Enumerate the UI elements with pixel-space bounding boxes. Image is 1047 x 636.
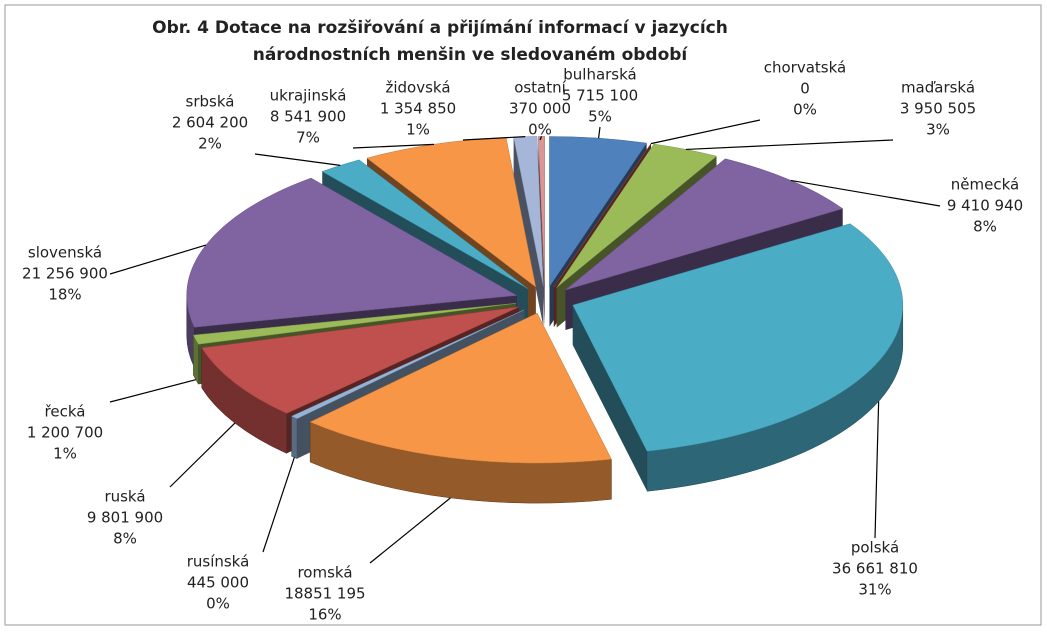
- slice: [553, 143, 652, 288]
- leader-line: [109, 244, 207, 275]
- data-label: 0%: [793, 101, 817, 119]
- data-label: židovská: [385, 79, 450, 97]
- data-label: 5%: [588, 108, 612, 126]
- slice: [565, 158, 844, 291]
- leader-line: [650, 119, 761, 145]
- data-label: řecká: [45, 403, 86, 421]
- data-label: 31%: [858, 581, 891, 599]
- data-label: 8 541 900: [270, 108, 346, 126]
- slice: [186, 177, 518, 328]
- data-label: 3%: [926, 121, 950, 139]
- leader-line: [262, 457, 295, 553]
- data-label: 1%: [53, 445, 77, 463]
- data-label: 9 801 900: [87, 509, 163, 527]
- slice-tops: [186, 136, 903, 464]
- slice: [556, 143, 718, 288]
- data-label: polská: [851, 539, 899, 557]
- data-label: 1 200 700: [27, 424, 103, 442]
- data-label: chorvatská: [764, 59, 846, 77]
- data-label: 7%: [296, 129, 320, 147]
- leader-line: [685, 139, 894, 151]
- data-label: 5 715 100: [562, 87, 638, 105]
- data-label: 445 000: [187, 574, 249, 592]
- data-label: ruská: [104, 488, 145, 506]
- data-label: ostatní: [514, 79, 566, 97]
- data-label: 3 950 505: [900, 100, 976, 118]
- leader-line: [254, 153, 341, 166]
- data-label: 16%: [308, 606, 341, 624]
- data-label: srbská: [186, 93, 235, 111]
- data-label: maďarská: [901, 79, 975, 97]
- data-label: 370 000: [509, 100, 571, 118]
- data-label: 18851 195: [284, 585, 365, 603]
- data-label: 0: [800, 80, 810, 98]
- data-label: 21 256 900: [22, 265, 108, 283]
- slice-radial-wall: [572, 305, 648, 492]
- slice: [201, 306, 520, 414]
- data-label: bulharská: [563, 66, 637, 84]
- leader-line: [169, 422, 236, 488]
- data-label: slovenská: [28, 244, 102, 262]
- data-label: 2 604 200: [172, 114, 248, 132]
- leader-line: [462, 136, 526, 141]
- data-label: 9 410 940: [947, 197, 1023, 215]
- leader-line: [352, 143, 435, 149]
- data-label: romská: [297, 564, 352, 582]
- data-label: 8%: [973, 218, 997, 236]
- data-label: 1%: [406, 121, 430, 139]
- slice: [291, 309, 525, 419]
- leader-line: [597, 126, 601, 139]
- data-label: 1 354 850: [380, 100, 456, 118]
- data-label: ukrajinská: [270, 87, 347, 105]
- leader-line: [539, 136, 543, 141]
- leader-line: [874, 401, 880, 539]
- leader-line: [109, 379, 196, 403]
- slice: [572, 223, 903, 452]
- data-label: 18%: [48, 286, 81, 304]
- slice: [193, 303, 516, 345]
- data-label: 36 661 810: [832, 560, 918, 578]
- slice: [538, 136, 545, 287]
- slice: [309, 312, 612, 464]
- data-label: rusínská: [187, 553, 250, 571]
- chart-title: národnostních menšin ve sledovaném obdob…: [253, 45, 689, 65]
- data-label: 2%: [198, 135, 222, 153]
- slice-wall: [291, 415, 298, 460]
- leader-line: [790, 179, 941, 207]
- leader-line: [369, 497, 451, 564]
- slice: [549, 136, 648, 288]
- data-label: německá: [951, 176, 1019, 194]
- slice-radial-wall: [513, 136, 544, 327]
- data-label: 0%: [528, 121, 552, 139]
- chart-title: Obr. 4 Dotace na rozšiřování a přijímání…: [152, 18, 728, 38]
- data-label: 0%: [206, 595, 230, 613]
- data-label: 8%: [113, 530, 137, 548]
